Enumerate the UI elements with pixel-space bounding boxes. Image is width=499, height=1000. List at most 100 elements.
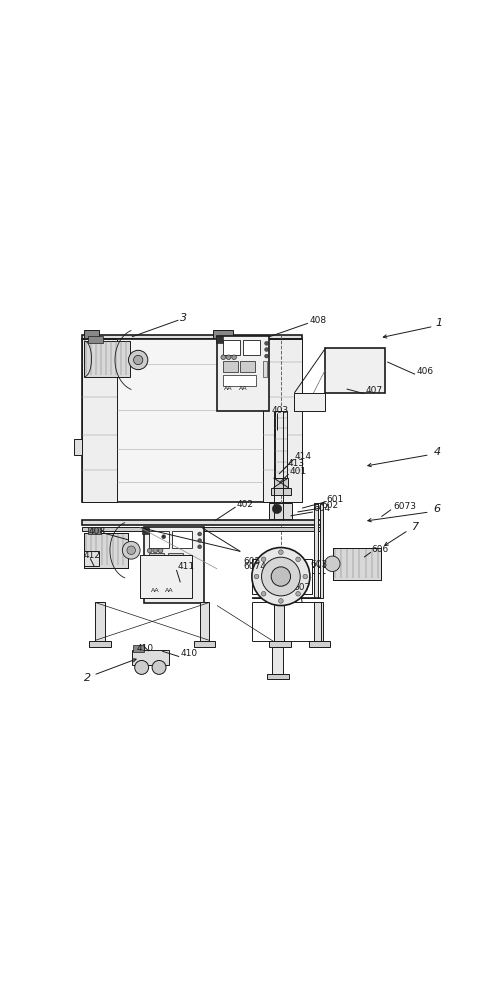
Circle shape [152,660,166,674]
Circle shape [264,348,268,351]
Circle shape [232,355,237,360]
Bar [168,553,183,564]
Circle shape [254,574,259,579]
Polygon shape [294,393,325,411]
Bar [84,341,130,377]
Bar [319,503,323,598]
Text: 410: 410 [180,649,198,658]
Bar [84,330,99,339]
Text: 408: 408 [310,316,327,325]
Bar [274,602,283,641]
Text: 2: 2 [84,673,91,683]
Circle shape [264,341,268,345]
Bar [275,411,286,487]
Bar [272,647,283,674]
Bar [95,602,105,641]
Bar [149,567,184,579]
Circle shape [162,535,166,539]
Bar [269,503,292,519]
Text: 408: 408 [89,527,106,536]
Text: 7: 7 [412,522,420,532]
Bar [200,602,210,641]
Text: 411: 411 [178,562,195,571]
Bar [252,559,312,594]
Circle shape [135,660,149,674]
Circle shape [261,591,266,596]
Bar [314,602,323,641]
Bar [74,439,82,455]
Text: 401: 401 [289,467,306,476]
Bar [82,527,321,531]
Bar [269,641,290,647]
Circle shape [227,355,231,360]
Bar [149,531,169,548]
Text: 4: 4 [434,447,441,457]
Bar [194,641,215,647]
Bar [82,520,321,525]
Bar [241,361,255,372]
Circle shape [129,350,148,370]
Bar [325,348,385,393]
Circle shape [261,557,300,596]
Bar [140,555,192,598]
Circle shape [221,355,226,360]
Circle shape [278,599,283,603]
Circle shape [122,541,140,559]
Circle shape [264,354,268,358]
Text: 606: 606 [372,545,389,554]
Circle shape [296,557,300,562]
Bar [309,641,330,647]
Text: AA: AA [151,588,159,593]
Bar [314,503,318,598]
Text: 6073: 6073 [393,502,416,511]
Bar [267,674,288,679]
Bar [273,478,288,488]
Bar [149,553,165,564]
Circle shape [252,548,310,606]
Bar [271,488,290,495]
Circle shape [271,567,290,586]
Circle shape [324,556,340,572]
Bar [84,533,128,568]
Circle shape [127,546,135,555]
Text: AA: AA [224,386,233,391]
Bar [142,527,149,534]
Text: 6: 6 [433,504,440,514]
Text: 603: 603 [310,560,327,569]
Bar [144,527,204,603]
Text: 607: 607 [293,583,311,592]
Bar [223,340,240,355]
Bar [213,330,233,339]
Circle shape [198,539,202,543]
Bar [84,551,99,566]
Text: 3: 3 [180,313,188,323]
Bar [82,339,302,502]
Text: 6074: 6074 [244,562,266,571]
Circle shape [134,355,143,365]
Text: 406: 406 [416,367,433,376]
Circle shape [303,574,307,579]
Text: 604: 604 [314,504,331,513]
Bar [333,548,381,580]
Text: 601: 601 [326,495,343,504]
Text: 605: 605 [244,557,260,566]
Text: 407: 407 [366,386,383,395]
Bar [84,533,128,568]
Bar [216,336,223,343]
Circle shape [153,548,158,553]
Bar [243,340,260,355]
Text: 410: 410 [137,644,154,653]
Bar [263,361,267,377]
Text: 1: 1 [436,318,443,328]
Bar [223,375,255,386]
Bar [89,641,111,647]
Text: 414: 414 [294,452,311,461]
Circle shape [198,532,202,536]
Text: 413: 413 [287,459,304,468]
Circle shape [158,548,163,553]
Text: 402: 402 [237,500,253,509]
Bar [217,336,269,411]
Bar [82,339,116,502]
Text: AA: AA [165,588,174,593]
Circle shape [272,504,281,514]
